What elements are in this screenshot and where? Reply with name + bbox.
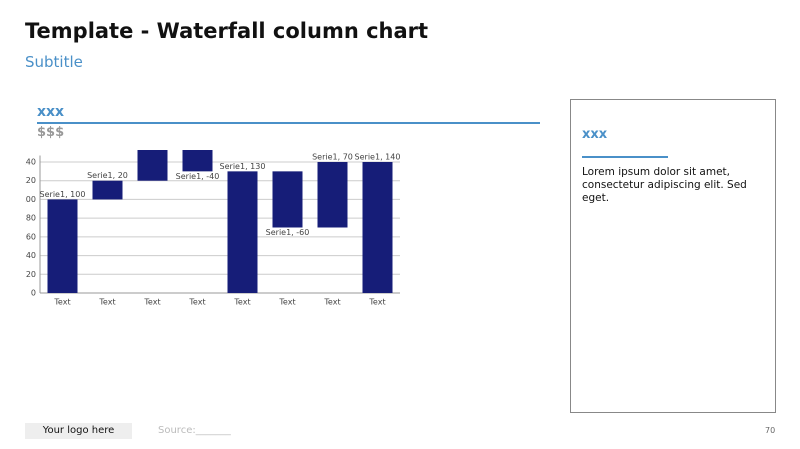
y-tick-label: 120 <box>21 176 36 185</box>
bar <box>272 171 303 228</box>
data-label: Serie1, 20 <box>87 171 128 180</box>
bar <box>362 162 393 293</box>
x-tick-label: Text <box>323 298 340 307</box>
slide-subtitle: Subtitle <box>25 53 83 71</box>
sidebar <box>570 99 776 413</box>
x-tick-label: Text <box>188 298 205 307</box>
x-tick-label: Text <box>368 298 385 307</box>
x-tick-label: Text <box>233 298 250 307</box>
y-tick-label: 80 <box>26 214 36 223</box>
x-tick-label: Text <box>143 298 160 307</box>
y-tick-label: 20 <box>26 270 36 279</box>
y-tick-label: 140 <box>21 158 36 167</box>
bar <box>182 150 213 172</box>
bar <box>92 180 123 200</box>
bar <box>47 199 78 293</box>
sidebar-heading: xxx <box>582 127 608 142</box>
bar <box>227 171 258 293</box>
x-tick-label: Text <box>53 298 70 307</box>
logo: Your logo here <box>25 423 132 439</box>
x-tick-label: Text <box>98 298 115 307</box>
heading-rule <box>37 122 540 124</box>
slide-title: Template - Waterfall column chart <box>25 19 429 43</box>
data-label: Serie1, 100 <box>40 190 86 199</box>
sidebar-rule <box>582 156 668 158</box>
data-label: Serie1, -40 <box>176 172 220 181</box>
chart-heading: xxx <box>37 104 65 120</box>
sidebar-text: Lorem ipsum dolor sit amet, consectetur … <box>582 166 747 204</box>
data-label: Serie1, -60 <box>266 228 310 237</box>
y-tick-label: 0 <box>31 289 36 298</box>
page-number: 70 <box>765 426 776 435</box>
chart-unit: $$$ <box>37 125 65 140</box>
x-tick-label: Text <box>278 298 295 307</box>
plot: 0 20 40 60 80 100 120 140 Text Serie1, 100 Text Ser… <box>21 150 401 307</box>
chart: 0 20 40 60 80 100 120 140 Text Serie1, 100 Text Ser… <box>21 150 401 307</box>
bar <box>137 150 168 181</box>
data-label: Serie1, 140 <box>355 153 401 162</box>
bar <box>317 162 348 228</box>
y-tick-label: 60 <box>26 232 36 241</box>
y-tick-label: 40 <box>26 251 36 260</box>
y-tick-label: 100 <box>21 195 36 204</box>
source: Source:_______ <box>158 425 231 436</box>
data-label: Serie1, 70 <box>312 153 353 162</box>
data-label: Serie1, 130 <box>220 162 266 171</box>
